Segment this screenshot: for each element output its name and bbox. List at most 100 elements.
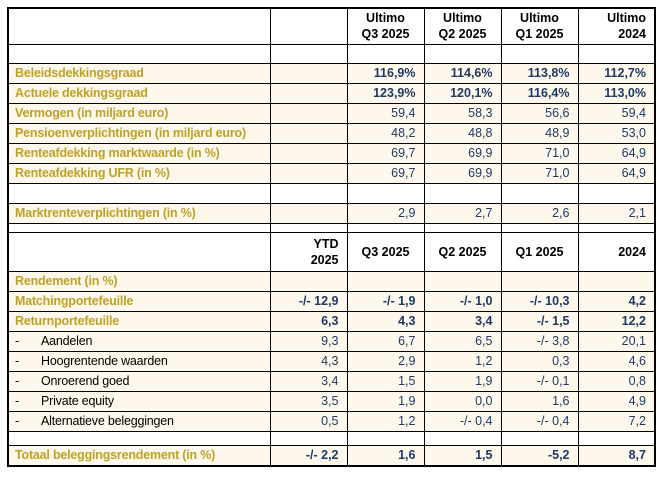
cell-value: 48,9 [500, 122, 579, 144]
cell-value: 4,9 [577, 390, 656, 412]
cell-value: 4,6 [577, 350, 656, 372]
cell-value: 123,9% [346, 82, 425, 104]
cell-value: 1,5 [346, 370, 425, 392]
row-label-text: Marktrenteverplichtingen (in %) [15, 205, 196, 220]
row-label-text: Matchingportefeuille [15, 293, 134, 308]
cell-value: 1,6 [346, 444, 425, 467]
row-label: Beleidsdekkingsgraad [7, 62, 271, 84]
cell-value: -/- 3,8 [500, 330, 579, 352]
blank-row [7, 222, 656, 233]
blank-cell [500, 43, 579, 64]
blank-cell [577, 43, 656, 64]
table-row: Marktrenteverplichtingen (in %) 2,9 2,7 2,6… [7, 202, 656, 224]
column-header: Ultimo Q2 2025 [423, 7, 502, 45]
cell-value [269, 122, 348, 144]
cell-value: 2,7 [423, 202, 502, 224]
row-label: Pensioenverplichtingen (in miljard euro) [7, 122, 271, 144]
column-header-line: Ultimo [607, 11, 646, 26]
cell-value: 4,3 [269, 350, 348, 372]
cell-value: 3,4 [423, 310, 502, 332]
row-label-text: Hoogrentende waarden [41, 353, 168, 368]
table-row: Returnportefeuille 6,3 4,3 3,4 -/- 1,5 12,2 [7, 310, 656, 332]
blank-cell [7, 430, 271, 446]
table-row: Matchingportefeuille -/- 12,9 -/- 1,9 -/- 1… [7, 290, 656, 312]
cell-value: -/- 1,5 [500, 310, 579, 332]
cell-value [269, 62, 348, 84]
cell-value: 48,8 [423, 122, 502, 144]
blank-cell [577, 430, 656, 446]
cell-value: -/- 1,0 [423, 290, 502, 312]
cell-value: 112,7% [577, 62, 656, 84]
column-header: Ultimo Q1 2025 [500, 7, 579, 45]
row-label: - Private equity [7, 390, 271, 412]
blank-row [7, 430, 656, 446]
cell-value [269, 82, 348, 104]
cell-value: 0,0 [423, 390, 502, 412]
cell-value: 64,9 [577, 142, 656, 164]
table-row: Beleidsdekkingsgraad 116,9% 114,6% 113,8% 11… [7, 62, 656, 84]
row-label-text: Vermogen (in miljard euro) [15, 105, 169, 120]
cell-value [269, 270, 348, 292]
column-header-line: 2024 [618, 244, 646, 259]
cell-value [269, 162, 348, 184]
header-label-cell [7, 7, 271, 45]
cell-value: 0,5 [269, 410, 348, 432]
column-header: 2024 [577, 231, 656, 272]
cell-value [269, 102, 348, 124]
table-row: - Private equity 3,5 1,9 0,0 1,6 4,9 [7, 390, 656, 412]
blank-cell [346, 182, 425, 204]
column-header-line: Q2 2025 [438, 244, 487, 259]
table-row: - Onroerend goed 3,4 1,5 1,9 -/- 0,1 0,8 [7, 370, 656, 392]
cell-value: 58,3 [423, 102, 502, 124]
cell-value: 48,2 [346, 122, 425, 144]
cell-value: 3,5 [269, 390, 348, 412]
cell-value: 120,1% [423, 82, 502, 104]
blank-cell [423, 43, 502, 64]
cell-value: 3,4 [269, 370, 348, 392]
row-label: Vermogen (in miljard euro) [7, 102, 271, 124]
row-label: Returnportefeuille [7, 310, 271, 332]
row-label-text: Alternatieve beleggingen [41, 413, 174, 428]
cell-value: -/- 1,9 [346, 290, 425, 312]
row-label: Renteafdekking marktwaarde (in %) [7, 142, 271, 164]
cell-value: 9,3 [269, 330, 348, 352]
row-label-text: Totaal beleggingsrendement (in %) [15, 447, 216, 462]
blank-cell [346, 43, 425, 64]
row-label: - Aandelen [7, 330, 271, 352]
column-header-line: Q1 2025 [515, 244, 564, 259]
table-row: Renteafdekking marktwaarde (in %) 69,7 69,… [7, 142, 656, 164]
cell-value: 69,9 [423, 142, 502, 164]
blank-cell [269, 430, 348, 446]
table-row: Rendement (in %) [7, 270, 656, 292]
cell-value: 113,0% [577, 82, 656, 104]
pension-fund-quarterly-table: Ultimo Q3 2025 Ultimo Q2 2025 Ultimo Q1 2025 U… [7, 7, 656, 467]
cell-value: 2,9 [346, 202, 425, 224]
row-label-text: Returnportefeuille [15, 313, 120, 328]
column-header: Ultimo Q3 2025 [346, 7, 425, 45]
blank-cell [423, 182, 502, 204]
cell-value: 69,7 [346, 162, 425, 184]
row-label: Renteafdekking UFR (in %) [7, 162, 271, 184]
dash-bullet: - [15, 373, 19, 388]
cell-value: 2,6 [500, 202, 579, 224]
cell-value: 53,0 [577, 122, 656, 144]
blank-cell [346, 222, 425, 233]
cell-value: 6,5 [423, 330, 502, 352]
cell-value: -/- 12,9 [269, 290, 348, 312]
dash-bullet: - [15, 413, 19, 428]
row-label-text: Rendement (in %) [15, 273, 118, 288]
column-header [269, 7, 348, 45]
row-label-text: Onroerend goed [41, 373, 130, 388]
row-label: Rendement (in %) [7, 270, 271, 292]
cell-value: 116,9% [346, 62, 425, 84]
blank-cell [577, 222, 656, 233]
cell-value: -5,2 [500, 444, 579, 467]
header-row: Ultimo Q3 2025 Ultimo Q2 2025 Ultimo Q1 2025 U… [7, 7, 656, 45]
table-row: - Alternatieve beleggingen 0,5 1,2 -/- 0,4 -/… [7, 410, 656, 432]
blank-row [7, 43, 656, 64]
cell-value [423, 270, 502, 292]
cell-value: 1,9 [346, 390, 425, 412]
cell-value [269, 202, 348, 224]
header-label-cell [7, 231, 271, 272]
